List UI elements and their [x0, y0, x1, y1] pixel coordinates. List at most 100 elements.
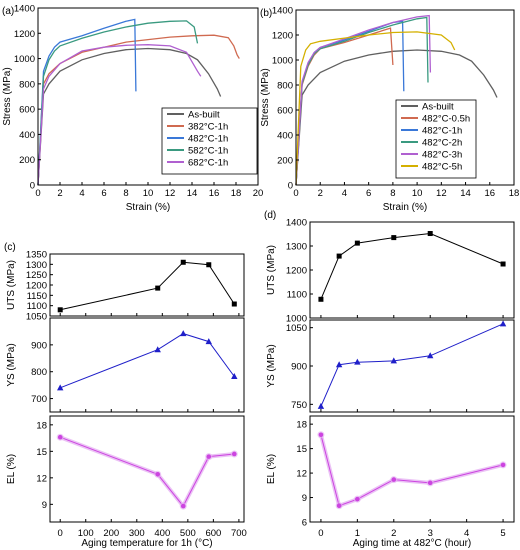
legend-label-b-0: As-built — [422, 102, 454, 113]
y-tick-label-d-2-3: 15 — [296, 444, 307, 455]
series-line-b-4 — [295, 14, 432, 186]
x-tick-label-a-3: 6 — [101, 188, 106, 199]
data-point-c-2-4 — [232, 451, 237, 457]
data-point-c-1-3 — [205, 338, 212, 345]
legend-label-a-0: As-built — [188, 110, 220, 121]
y-tick-label-d-0-4: 1400 — [286, 218, 307, 229]
x-tick-label-c-7: 700 — [231, 528, 247, 539]
x-tick-label-c-4: 400 — [154, 528, 170, 539]
x-tick-label-a-9: 18 — [231, 188, 242, 199]
x-axis-label-a: Strain (%) — [126, 202, 170, 213]
x-tick-label-b-6: 12 — [436, 188, 447, 199]
y-tick-label-b-7: 1400 — [272, 6, 293, 17]
x-axis-label-c: Aging temperature for 1h (°C) — [81, 538, 212, 549]
legend-label-b-1: 482°C-0.5h — [422, 114, 470, 125]
x-tick-label-a-4: 8 — [123, 188, 128, 199]
series-glow-d-2 — [318, 434, 504, 508]
y-axis-label-c-1: YS (MPa) — [6, 343, 17, 386]
legend-label-a-3: 582°C-1h — [188, 146, 228, 157]
x-tick-label-c-6: 600 — [205, 528, 221, 539]
subplot-frame-d-2 — [309, 415, 515, 523]
y-axis-label-d-0: UTS (MPa) — [266, 245, 277, 295]
y-tick-label-c-0-0: 1050 — [26, 312, 47, 323]
series-line-d-1 — [320, 323, 504, 407]
panel-label-d: (d) — [264, 210, 276, 221]
x-tick-label-a-1: 2 — [57, 188, 62, 199]
y-tick-label-c-0-6: 1350 — [26, 250, 47, 261]
legend-box-b — [395, 99, 477, 179]
data-point-d-2-5 — [500, 462, 506, 468]
x-tick-label-d-5: 5 — [500, 528, 505, 539]
data-point-c-0-1 — [155, 285, 161, 291]
legend-label-b-2: 482°C-1h — [422, 126, 462, 137]
x-tick-label-b-2: 4 — [342, 188, 347, 199]
y-tick-label-d-0-0: 1000 — [286, 314, 307, 325]
y-tick-label-c-2-3: 18 — [36, 420, 47, 431]
y-tick-label-a-0: 0 — [30, 181, 35, 192]
data-point-c-1-1 — [154, 346, 161, 353]
x-tick-label-b-0: 0 — [293, 188, 298, 199]
data-point-c-2-2 — [180, 503, 186, 509]
y-axis-label-c-2: EL (%) — [6, 454, 17, 484]
panel-b: 0 2 4 6 8 10 12 14 16 18 0 200 400 600 800 1000 1200 1400… — [260, 6, 519, 214]
data-point-d-1-4 — [427, 352, 434, 359]
y-tick-label-b-5: 1000 — [272, 56, 293, 67]
x-tick-label-d-2: 2 — [391, 528, 396, 539]
panel-label-c: (c) — [4, 242, 16, 253]
data-point-c-1-0 — [57, 384, 64, 391]
series-line-b-5 — [295, 31, 456, 186]
data-point-d-2-2 — [355, 496, 360, 502]
x-tick-label-d-0: 0 — [318, 528, 323, 539]
data-point-d-1-0 — [317, 402, 325, 409]
data-point-d-1-3 — [390, 357, 397, 364]
x-tick-label-b-7: 14 — [460, 188, 471, 199]
data-point-c-2-3 — [206, 454, 212, 459]
x-tick-label-c-3: 300 — [129, 528, 145, 539]
data-point-c-2-0 — [57, 434, 63, 440]
data-point-d-0-4 — [427, 231, 433, 237]
data-point-c-0-0 — [57, 307, 63, 313]
subplot-frame-c-2 — [49, 415, 245, 523]
series-line-a-1 — [37, 34, 240, 186]
legend-label-b-4: 482°C-3h — [422, 150, 462, 161]
y-tick-label-b-2: 400 — [277, 131, 293, 142]
y-tick-label-a-2: 400 — [19, 130, 35, 141]
x-tick-label-b-1: 2 — [318, 188, 323, 199]
y-tick-label-d-2-1: 9 — [302, 493, 307, 504]
y-tick-label-c-1-2: 900 — [31, 340, 47, 351]
x-tick-label-a-10: 20 — [253, 188, 264, 199]
subplot-frame-d-0 — [309, 221, 515, 319]
data-point-d-2-3 — [391, 477, 397, 482]
y-tick-label-b-6: 1200 — [272, 31, 293, 42]
y-tick-label-d-1-1: 900 — [291, 362, 307, 373]
y-tick-label-a-3: 600 — [19, 105, 35, 116]
y-tick-label-a-1: 200 — [19, 155, 35, 166]
data-point-c-1-2 — [180, 330, 187, 337]
x-tick-label-c-5: 500 — [180, 528, 196, 539]
data-point-d-0-1 — [336, 253, 342, 259]
y-tick-label-a-6: 1200 — [14, 29, 35, 40]
y-tick-label-c-1-1: 800 — [31, 367, 47, 378]
x-axis-label-d: Aging time at 482°C (hour) — [353, 538, 472, 549]
y-tick-label-c-1-0: 700 — [31, 394, 47, 405]
y-tick-label-d-2-4: 18 — [296, 420, 307, 431]
data-point-d-2-1 — [336, 503, 342, 508]
data-point-d-1-5 — [499, 320, 507, 327]
data-point-c-0-4 — [231, 301, 237, 307]
y-tick-label-c-2-2: 15 — [36, 447, 47, 458]
data-point-d-1-2 — [354, 358, 361, 365]
y-tick-label-b-4: 800 — [277, 81, 293, 92]
y-axis-label-a: Stress (MPa) — [2, 67, 13, 125]
y-tick-label-d-0-1: 1100 — [287, 290, 307, 301]
series-line-a-4 — [37, 44, 202, 186]
x-tick-label-a-0: 0 — [35, 188, 40, 199]
data-point-d-0-2 — [354, 240, 360, 246]
y-tick-label-d-2-0: 6 — [302, 518, 307, 529]
x-tick-label-b-3: 6 — [366, 188, 371, 199]
x-tick-label-a-7: 14 — [187, 188, 198, 199]
y-tick-label-d-0-2: 1200 — [286, 266, 307, 277]
y-tick-label-a-4: 800 — [19, 79, 35, 90]
